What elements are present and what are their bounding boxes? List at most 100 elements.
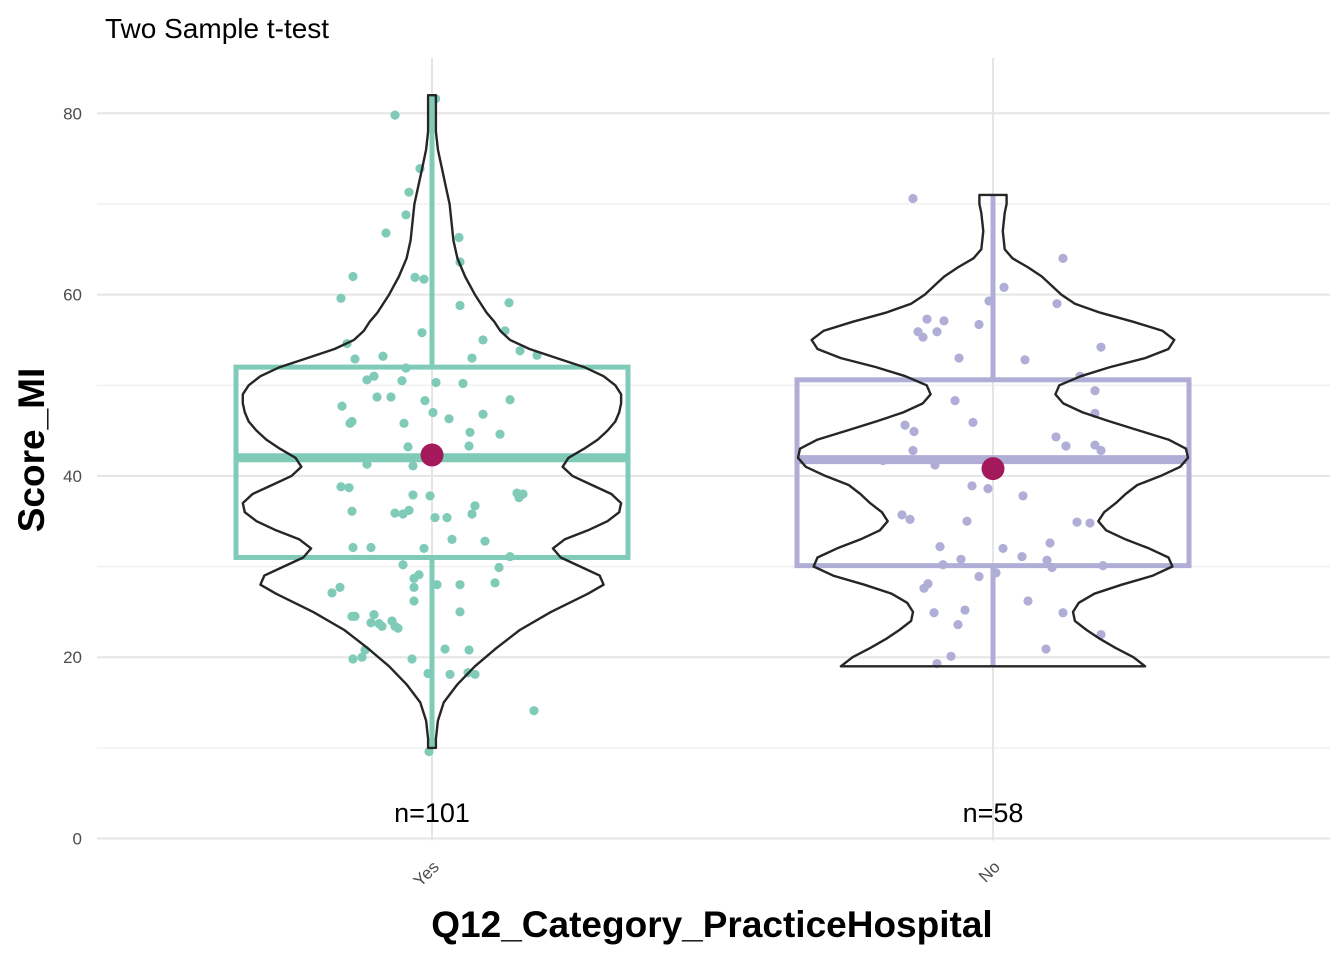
data-point: [464, 441, 474, 451]
mean-marker: [981, 457, 1005, 481]
y-axis-title: Score_MI: [11, 368, 52, 533]
data-point: [1090, 440, 1100, 450]
data-point: [956, 554, 966, 564]
data-point: [393, 623, 403, 633]
data-point: [983, 483, 993, 494]
data-point: [409, 596, 419, 606]
data-point: [998, 543, 1008, 554]
data-point: [348, 542, 358, 553]
sample-size-label: n=101: [394, 798, 470, 828]
data-point: [369, 371, 379, 381]
data-point: [387, 616, 397, 626]
data-point: [362, 375, 372, 385]
data-point: [974, 319, 984, 330]
data-point: [950, 396, 960, 406]
data-point: [1061, 441, 1071, 451]
data-point: [505, 551, 515, 562]
data-point: [478, 335, 488, 345]
data-point: [425, 491, 435, 501]
data-point: [1052, 299, 1062, 309]
data-point: [1096, 445, 1106, 456]
data-point: [900, 420, 910, 430]
data-point: [336, 293, 346, 303]
boxplot: [794, 194, 1192, 667]
data-point: [464, 645, 474, 655]
data-point: [938, 560, 948, 570]
data-point: [386, 392, 396, 402]
data-point: [409, 582, 419, 592]
data-point: [467, 353, 477, 363]
y-tick-label: 20: [63, 648, 82, 667]
data-point: [431, 377, 441, 388]
data-point: [454, 232, 464, 243]
data-point: [390, 110, 400, 120]
data-point: [478, 409, 488, 419]
data-point: [935, 542, 945, 552]
data-point: [374, 619, 384, 629]
data-point: [344, 483, 354, 493]
jitter-points: [878, 193, 1108, 669]
data-point: [908, 445, 918, 456]
data-point: [1051, 432, 1061, 442]
data-point: [444, 414, 454, 424]
data-point: [390, 508, 400, 518]
data-point: [999, 282, 1009, 292]
data-point: [1018, 491, 1028, 501]
data-point: [962, 516, 972, 526]
data-point: [968, 417, 978, 428]
data-point: [350, 354, 360, 364]
data-point: [1085, 518, 1095, 528]
data-point: [930, 460, 940, 470]
data-point: [897, 510, 907, 520]
data-point: [495, 429, 505, 439]
data-point: [408, 490, 418, 500]
data-point: [480, 536, 490, 546]
x-axis-title: Q12_Category_PracticeHospital: [431, 904, 992, 945]
data-point: [1058, 253, 1068, 263]
data-point: [504, 298, 514, 308]
data-point: [1098, 561, 1108, 571]
data-point: [347, 506, 357, 516]
data-point: [419, 543, 429, 554]
data-point: [932, 327, 942, 337]
data-point: [1090, 386, 1100, 396]
data-point: [350, 611, 360, 622]
data-point: [419, 274, 429, 284]
data-point: [974, 571, 984, 582]
data-point: [878, 455, 888, 466]
data-point: [490, 578, 500, 588]
violin-outline: [796, 193, 1190, 668]
data-point: [372, 392, 382, 402]
data-point: [366, 542, 376, 553]
data-point: [424, 746, 434, 757]
data-point: [455, 300, 465, 311]
data-point: [984, 296, 994, 306]
data-point: [404, 187, 414, 197]
data-point: [408, 461, 418, 471]
data-point: [991, 568, 1001, 578]
data-point: [467, 509, 477, 519]
data-point: [409, 573, 419, 583]
data-point: [1023, 596, 1033, 606]
y-tick-label: 0: [73, 830, 82, 849]
data-point: [362, 459, 372, 469]
x-tick-label: Yes: [410, 857, 443, 890]
data-point: [918, 332, 928, 342]
data-point: [440, 644, 450, 654]
data-point: [345, 418, 355, 428]
data-point: [442, 512, 452, 523]
data-point: [423, 668, 433, 679]
data-point: [369, 609, 379, 620]
data-point: [908, 193, 918, 204]
mean-marker: [420, 443, 444, 467]
x-tick-label: No: [975, 857, 1004, 886]
data-point: [357, 652, 367, 662]
y-tick-label: 80: [63, 104, 82, 123]
data-point: [909, 426, 919, 437]
data-point: [494, 562, 504, 573]
jitter-points: [327, 94, 542, 757]
data-point: [922, 314, 932, 324]
data-point: [954, 353, 964, 363]
data-point: [401, 363, 411, 373]
